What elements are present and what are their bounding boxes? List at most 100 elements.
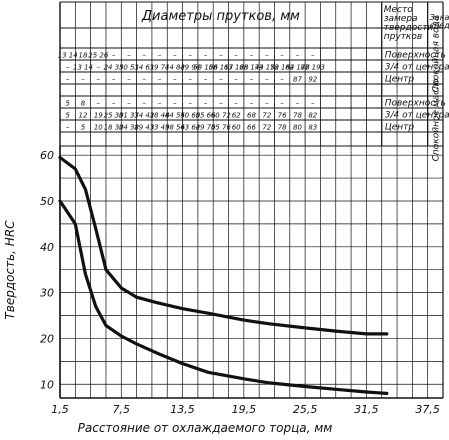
table-cell: – [173,76,177,84]
series-line-2 [58,199,389,395]
table-cell: – [158,52,162,60]
table-cell: 24 35 [104,64,125,72]
table-cell: – [81,76,85,84]
table-cell: 62 [232,112,241,120]
table-cell: – [97,64,101,72]
table-cell: 30 51 [119,64,139,72]
table-cell: – [219,76,223,84]
x-tick-label: 19,5 [232,403,257,416]
table-cell: 63 128 [224,64,249,72]
hardness-chart: 1,5 7,5 13,5 19,5 25,5 31,5 37,5 10 20 30 40 50 60 [40,2,444,416]
table-cell: 78 164 [270,64,295,72]
table-cell: – [173,52,177,60]
table-cell: 5 [65,100,70,108]
table-cell: 19 [94,112,103,120]
table-cell: 72 [262,112,271,120]
table-cell: – [143,76,147,84]
table-cell: 58 117 [209,64,234,72]
table-cell: 10 [94,124,103,132]
table-cell: 33 49 [150,124,171,132]
table-cell: 68 [247,112,256,120]
table-cell: 38 56 [165,124,186,132]
y-tick-label: 10 [40,378,54,391]
medium-water-label: Спокойная вода [431,16,441,93]
table-cell: – [143,100,147,108]
table-cell: 66 [247,124,256,132]
table-cell: 60 72 [211,112,232,120]
table-cell: 60 [232,124,241,132]
table-cell: 55 66 [196,112,217,120]
table-cell: – [188,100,192,108]
table-cell: 39 71 [150,64,170,72]
table-cell: – [66,64,70,72]
x-tick-label: 13,5 [170,403,195,416]
table-cell: 80 [293,124,302,132]
table-cell: – [219,100,223,108]
table-cell: 50 60 [180,112,201,120]
table-cell: – [296,52,300,60]
table-cell: – [158,76,162,84]
table-cell: – [280,76,284,84]
table-cell: 34 61 [134,64,154,72]
table-cell: – [127,100,131,108]
table-location-label: Центр [385,75,415,85]
chart-ticks: 1,5 7,5 13,5 19,5 25,5 31,5 37,5 10 20 30 40 50 60 [40,149,440,416]
table-cell: 12 [79,112,88,120]
table-title: Диаметры прутков, мм [141,9,300,24]
table-cell: – [188,52,192,60]
table-cell: – [234,52,238,60]
series-line-1 [58,155,389,336]
table-cell: 72 [262,124,271,132]
table-cell: – [280,100,284,108]
table-cell: – [97,76,101,84]
y-tick-label: 40 [40,241,54,254]
table-cell: 55 76 [211,124,232,132]
table-cell: 38 48 [150,112,171,120]
table-cell: – [250,52,254,60]
table-cell: – [66,124,70,132]
table-cell: – [127,76,131,84]
table-cell: 34 42 [134,112,155,120]
table-cell: – [188,76,192,84]
table-cell: – [265,76,269,84]
table-cell: – [158,100,162,108]
table-cell: 43 62 [180,124,201,132]
table-cell: – [204,100,208,108]
table-cell: – [112,100,116,108]
table-cell: – [173,100,177,108]
table-cell: 25 30 [104,112,125,120]
table-cell: 53 106 [193,64,218,72]
chart-axes [59,2,444,399]
table-cell: – [143,52,147,60]
table-cell: 24 38 [119,124,140,132]
table-cell: – [265,52,269,60]
table-location-label: Центр [385,123,415,133]
table-location-label: 3/4 от центра [385,63,449,73]
x-tick-label: 37,5 [415,403,440,416]
table-cell: – [250,76,254,84]
y-axis-label: Твердость, HRC [3,220,17,320]
table-cell: 13 14 [58,52,78,60]
table-cell: 87 [293,76,302,84]
table-cell: 44 54 [165,112,185,120]
table-cell: – [296,100,300,108]
x-tick-label: 31,5 [354,403,379,416]
table-cell: – [280,52,284,60]
table-cell: – [204,52,208,60]
table-cell: 13 14 [73,64,93,72]
table-location-label: 3/4 от центра [385,111,449,121]
y-tick-label: 60 [40,149,54,162]
table-location-label: Поверхность [385,99,446,109]
table-cell: – [219,52,223,60]
table-cell: 18 30 [104,124,125,132]
table-cell: 31 37 [119,112,140,120]
table-cell: 82 178 [285,64,310,72]
table-cell: – [127,52,131,60]
table-cell: 83 [308,124,317,132]
table-cell: 44 82 [165,64,186,72]
y-tick-label: 20 [40,332,54,345]
x-tick-label: 1,5 [51,403,69,416]
table-cell: – [265,100,269,108]
table-cell: – [311,100,315,108]
